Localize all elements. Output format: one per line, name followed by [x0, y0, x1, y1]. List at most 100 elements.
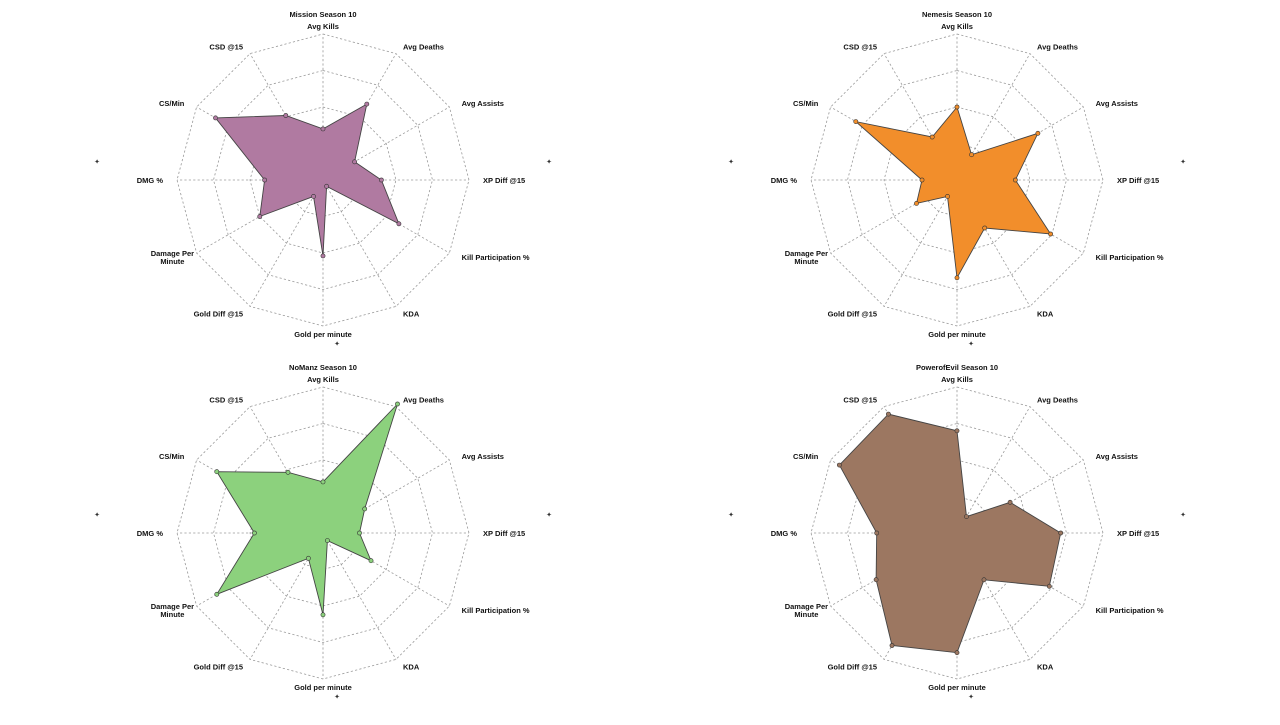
axis-label: Kill Participation % [462, 253, 530, 262]
axis-label: CSD @15 [843, 396, 877, 405]
data-point [320, 253, 326, 259]
data-point [396, 221, 402, 227]
pin-icon: ✦ [728, 158, 734, 166]
pin-icon: ✦ [94, 511, 100, 519]
pin-icon: ✦ [334, 340, 340, 348]
pin-icon: ✦ [546, 511, 552, 519]
data-point [364, 101, 370, 107]
axis-label: CSD @15 [209, 43, 243, 52]
data-point [395, 401, 400, 407]
chart-title: PowerofEvil Season 10 [916, 363, 998, 372]
axis-label: CS/Min [793, 99, 819, 108]
grid-ring-2 [249, 459, 397, 607]
data-point [1048, 231, 1053, 237]
data-point [1035, 130, 1041, 136]
data-point [964, 514, 969, 519]
grid-ring-3 [847, 70, 1067, 290]
data-point [982, 225, 988, 231]
data-point [919, 177, 925, 183]
axis-label: XP Diff @15 [483, 529, 525, 538]
data-point [1058, 530, 1064, 536]
axis-label: Avg Assists [462, 452, 504, 461]
chart-title: Nemesis Season 10 [922, 10, 992, 19]
pin-icon: ✦ [968, 340, 974, 348]
axis-label: DMG % [771, 176, 798, 185]
axis-label: Avg Kills [941, 375, 973, 384]
axis-label: Avg Assists [462, 99, 504, 108]
data-point [324, 183, 329, 189]
axis-label: Gold per minute [294, 683, 352, 692]
axis-label: Avg Assists [1096, 452, 1138, 461]
data-point [251, 530, 257, 536]
radar-chart-3: Avg Kills Avg Deaths Avg Assists XP Diff @1… [94, 363, 552, 701]
axis-label: CSD @15 [843, 43, 877, 52]
data-point [981, 577, 987, 583]
grid-ring-2 [249, 106, 397, 254]
data-point [320, 126, 326, 132]
axis-label: Avg Assists [1096, 99, 1138, 108]
axis-label: Avg Kills [307, 22, 339, 31]
axis-label: Avg Kills [307, 375, 339, 384]
radar-chart-1: Avg Kills Avg Deaths Avg Assists XP Diff @1… [94, 10, 552, 348]
data-point [853, 119, 859, 124]
axis-label: DMG % [771, 529, 798, 538]
axis-label: Damage Per Minute [785, 602, 828, 619]
data-point [914, 200, 919, 206]
pin-icon: ✦ [1180, 158, 1186, 166]
data-point [257, 214, 263, 219]
data-point [357, 530, 362, 536]
data-point [352, 159, 357, 165]
data-point [954, 275, 960, 281]
axis-label: XP Diff @15 [483, 176, 525, 185]
axis-label: DMG % [137, 529, 164, 538]
data-point [873, 577, 879, 583]
data-point [368, 558, 374, 564]
axis-label: Gold Diff @15 [828, 662, 877, 671]
axis-label: Damage Per Minute [151, 602, 194, 619]
data-point [945, 193, 950, 199]
axis-label: Gold Diff @15 [828, 309, 877, 318]
axis-label: CS/Min [159, 99, 185, 108]
data-point [214, 469, 220, 475]
axis-label: XP Diff @15 [1117, 529, 1159, 538]
data-point [283, 113, 289, 118]
grid-ring-3 [213, 70, 433, 290]
data-point [874, 530, 880, 536]
axis-label: Gold per minute [294, 330, 352, 339]
axis-label: Gold Diff @15 [194, 309, 243, 318]
data-point [305, 555, 311, 561]
axis-label: Damage Per Minute [785, 249, 828, 266]
axis-label: Avg Kills [941, 22, 973, 31]
chart-title: Mission Season 10 [289, 10, 356, 19]
pin-icon: ✦ [968, 693, 974, 701]
data-point [262, 177, 267, 183]
data-point [1007, 499, 1013, 505]
grid-ring-3 [213, 423, 433, 643]
axis-label: Kill Participation % [1096, 606, 1164, 615]
axis-label: CS/Min [793, 452, 819, 461]
pin-icon: ✦ [94, 158, 100, 166]
radar-chart-4: Avg Kills Avg Deaths Avg Assists XP Diff @1… [728, 363, 1186, 701]
axis-label: Gold Diff @15 [194, 662, 243, 671]
axis-label: KDA [1037, 309, 1054, 318]
data-point [889, 643, 895, 648]
data-point [969, 152, 974, 158]
data-point [954, 104, 960, 110]
data-point [320, 479, 326, 485]
data-point [285, 469, 291, 475]
axis-label: Kill Participation % [1096, 253, 1164, 262]
data-point [320, 612, 326, 618]
axis-label: Gold per minute [928, 330, 986, 339]
data-point [324, 538, 330, 543]
data-point [214, 591, 220, 597]
axis-label: Gold per minute [928, 683, 986, 692]
axis-label: DMG % [137, 176, 164, 185]
data-point [954, 428, 960, 434]
data-point [213, 115, 218, 121]
radar-chart-2: Avg Kills Avg Deaths Avg Assists XP Diff @1… [728, 10, 1186, 348]
series-area [215, 403, 398, 615]
data-point [311, 193, 316, 199]
data-point [378, 177, 384, 183]
